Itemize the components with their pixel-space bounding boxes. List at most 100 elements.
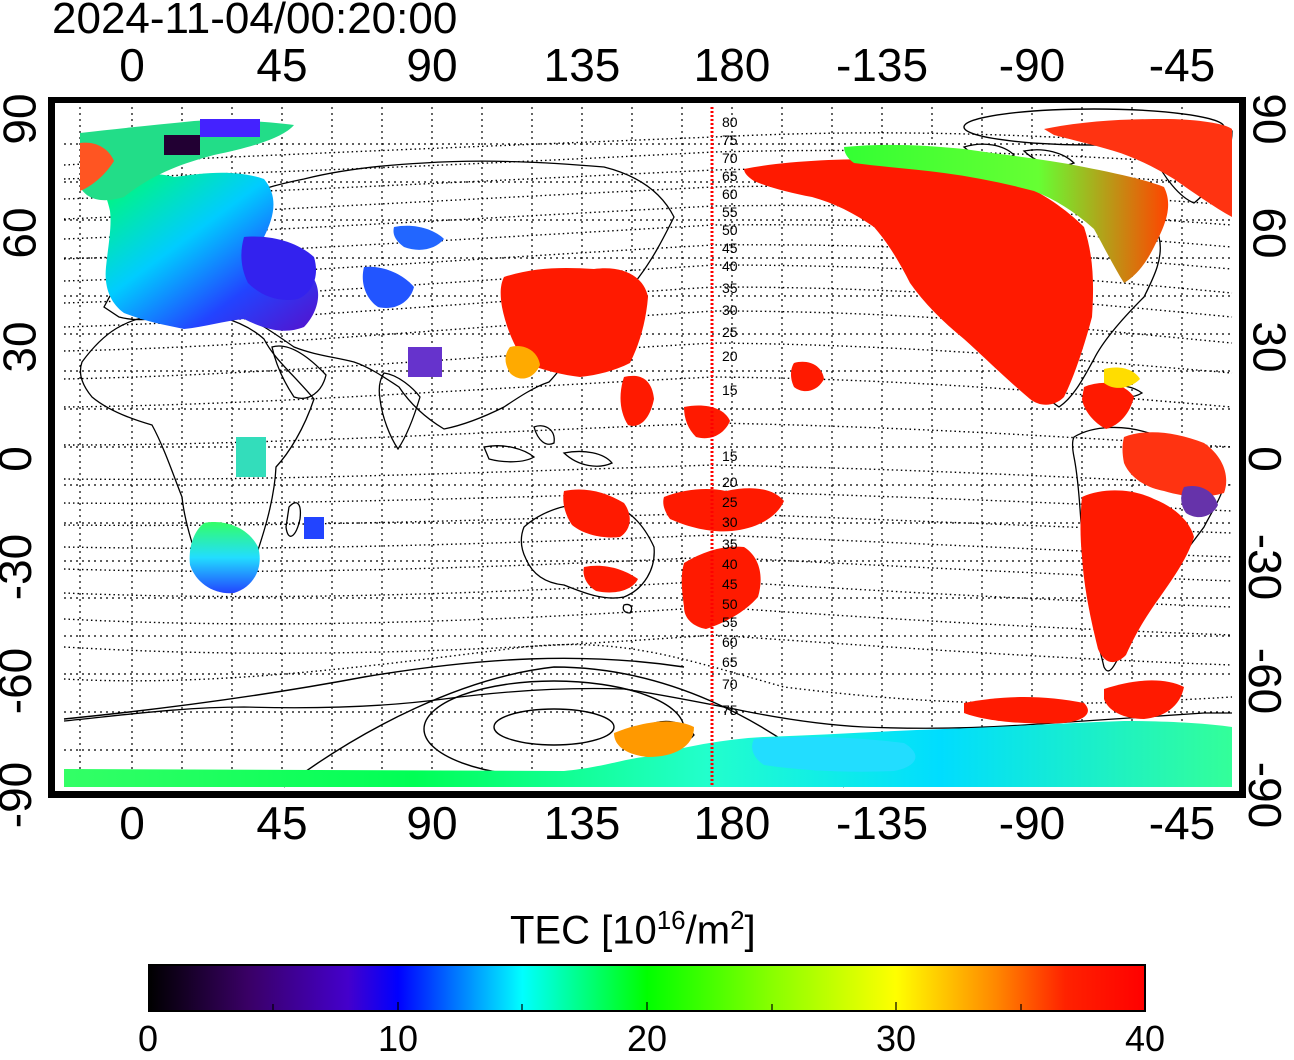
top-lon-tick: 135: [543, 39, 621, 91]
mlat-label: 25: [722, 494, 738, 510]
mlat-label: 35: [722, 280, 738, 296]
tec-patch-patagonia-red: [1104, 680, 1184, 719]
colorbar-title-mid: /m: [685, 908, 731, 953]
top-lon-tick: 0: [119, 39, 145, 91]
tec-patch-philippines: [620, 375, 654, 426]
tec-patch-south-australia: [583, 565, 638, 593]
mlat-label: 15: [722, 382, 738, 398]
tec-patch-central-america: [1082, 382, 1134, 429]
right-lat-tick: -90: [1239, 761, 1292, 829]
tec-patch-madagascar: [304, 517, 324, 539]
mlat-label: 40: [722, 556, 738, 572]
left-lat-tick: 60: [0, 207, 46, 259]
tec-patch-east-africa: [236, 437, 266, 477]
tec-patch-east-australia: [563, 489, 630, 538]
left-lat-tick: -30: [0, 533, 42, 601]
tec-patch-south-africa: [189, 522, 260, 594]
right-lat-tick: 60: [1243, 207, 1294, 259]
top-lon-tick: 180: [693, 39, 771, 91]
tec-patch-caribbean-yellow: [1104, 367, 1140, 388]
mlat-label: 75: [722, 132, 738, 148]
colorbar-tick-label: 20: [626, 1018, 668, 1059]
mlat-label: 50: [722, 222, 738, 238]
mlat-label: 60: [722, 186, 738, 202]
colorbar-title-end: ]: [744, 908, 756, 953]
right-lat-tick: -30: [1239, 533, 1292, 601]
tec-patch-antarctic-band: [64, 721, 1232, 787]
left-lat-tick: -90: [0, 761, 42, 829]
colorbar: [148, 964, 1146, 1012]
colorbar-title-exponent2: 2: [730, 905, 745, 935]
tec-data-patches: [64, 119, 1232, 787]
tec-patch-canada-green: [844, 144, 1169, 283]
mlat-label: 65: [722, 168, 738, 184]
tec-patch-antarctic-cyan: [752, 736, 916, 772]
tec-patch-mongolia: [393, 225, 444, 250]
colorbar-title: TEC [1016/m2]: [510, 905, 756, 953]
mlat-label: 20: [722, 348, 738, 364]
tec-patch-brazil-blue: [1181, 485, 1218, 518]
mlat-label: 25: [722, 324, 738, 340]
left-lat-tick: 90: [0, 93, 46, 145]
bottom-lon-tick: 180: [693, 797, 771, 849]
mlat-label: 35: [722, 536, 738, 552]
mlat-label: 75: [722, 702, 738, 718]
tec-world-map: 80 75 70 65 60 55 50 45 40 35 30 25 20 1…: [48, 97, 1246, 798]
frame-scale-bars: [49, 98, 1245, 797]
tec-patch-new-zealand: [681, 546, 761, 629]
tec-patch-svalbard: [164, 135, 200, 155]
mlat-label: 45: [722, 240, 738, 256]
bottom-lon-tick: 135: [543, 797, 621, 849]
bottom-lon-tick: 45: [256, 797, 308, 849]
mlat-label: 65: [722, 654, 738, 670]
mlat-label: 55: [722, 614, 738, 630]
mlat-label: 70: [722, 676, 738, 692]
mlat-label: 30: [722, 514, 738, 530]
bottom-lon-tick: -45: [1148, 797, 1216, 849]
mlat-label: 30: [722, 302, 738, 318]
tec-patch-caucasus: [241, 236, 317, 301]
map-plot-area: 80 75 70 65 60 55 50 45 40 35 30 25 20 1…: [63, 107, 1233, 788]
tec-patch-greenland: [1044, 119, 1232, 217]
tec-patch-arctic-europe: [80, 120, 294, 201]
right-lat-tick: 30: [1243, 321, 1294, 373]
tec-patch-hawaii: [791, 361, 824, 392]
right-lat-tick: 90: [1243, 93, 1294, 145]
tec-patch-pacific-islands: [684, 405, 730, 439]
tec-patch-central-asia: [362, 266, 414, 309]
tec-patch-china-south: [505, 345, 540, 379]
tec-patch-amazon-mixed: [1122, 432, 1227, 497]
colorbar-title-exponent: 16: [656, 905, 686, 935]
top-lon-tick: -135: [835, 39, 929, 91]
mlat-label: 50: [722, 596, 738, 612]
colorbar-tick-label: 10: [377, 1018, 419, 1059]
top-lon-tick: -45: [1148, 39, 1216, 91]
tec-patch-india: [408, 347, 442, 377]
right-lat-tick: -60: [1239, 647, 1292, 715]
timestamp-title: 2024-11-04/00:20:00: [52, 0, 458, 43]
mlat-label: 15: [722, 448, 738, 464]
mlat-label: 45: [722, 576, 738, 592]
tec-patch-north-america: [744, 159, 1094, 405]
colorbar-minor-ticks: [272, 1002, 1022, 1011]
tec-patch-red-north-atlantic: [80, 142, 114, 191]
bottom-lon-tick: -90: [998, 797, 1066, 849]
tec-patch-east-asia: [500, 267, 648, 377]
tec-patch-south-america: [1080, 490, 1194, 663]
colorbar-tick-label: 40: [1124, 1018, 1166, 1059]
colorbar-tick-label: 30: [875, 1018, 917, 1059]
bottom-lon-tick: -135: [835, 797, 929, 849]
colorbar-tick-label: 0: [137, 1018, 159, 1059]
top-lon-tick: 45: [256, 39, 308, 91]
left-lat-tick: -60: [0, 647, 42, 715]
bottom-lon-tick: 0: [119, 797, 145, 849]
tec-patch-antarctic-peninsula: [964, 697, 1088, 724]
left-lat-tick: 30: [0, 321, 46, 373]
mlat-label: 70: [722, 150, 738, 166]
magnetic-latitude-labels: 80 75 70 65 60 55 50 45 40 35 30 25 20 1…: [722, 114, 738, 718]
tec-patch-arctic-blue: [200, 119, 260, 137]
top-lon-tick: 90: [406, 39, 458, 91]
tec-patch-antarctic-orange: [614, 721, 694, 757]
top-lon-tick: -90: [998, 39, 1066, 91]
mlat-label: 40: [722, 258, 738, 274]
